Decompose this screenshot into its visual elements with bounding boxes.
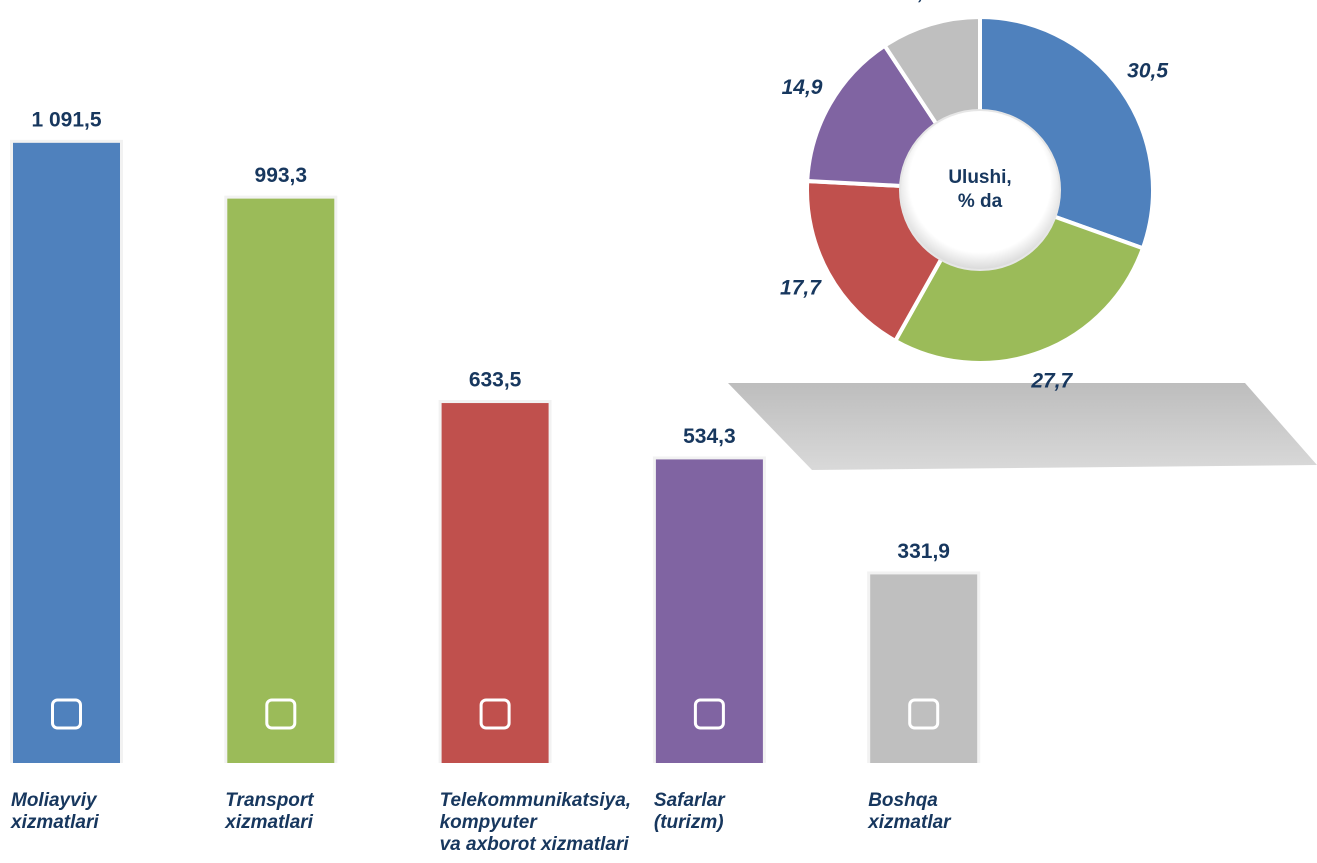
category-label: Boshqa xizmatlar bbox=[868, 790, 951, 833]
pie-hole bbox=[899, 109, 1061, 271]
category-label: Moliayviy xizmatlari bbox=[11, 790, 99, 833]
icon bbox=[265, 698, 297, 730]
value-label: 993,3 bbox=[255, 164, 308, 187]
bar bbox=[227, 198, 335, 763]
bar bbox=[870, 574, 978, 763]
pie-value-label: 17,7 bbox=[780, 276, 822, 299]
icon bbox=[479, 698, 511, 730]
pie-value-label: 14,9 bbox=[782, 76, 823, 99]
category-label: Safarlar (turizm) bbox=[653, 790, 725, 833]
category-label: Telekommunikatsiya, kompyuter va axborot… bbox=[439, 790, 632, 855]
pie-value-label: 30,5 bbox=[1127, 60, 1168, 83]
value-label: 534,3 bbox=[683, 425, 736, 448]
pie-value-label: 27,7 bbox=[1030, 370, 1073, 393]
pie-title: Ulushi, % da bbox=[948, 167, 1012, 212]
pie-value-label: 9,3 bbox=[906, 0, 936, 4]
icon bbox=[693, 698, 725, 730]
value-label: 1 091,5 bbox=[31, 108, 101, 131]
pie-shadow bbox=[728, 383, 1317, 470]
bar bbox=[655, 459, 763, 763]
value-label: 331,9 bbox=[897, 540, 950, 563]
icon bbox=[908, 698, 940, 730]
bar bbox=[13, 142, 120, 764]
value-label: 633,5 bbox=[469, 369, 522, 392]
icon bbox=[51, 698, 82, 730]
category-label: Transport xizmatlari bbox=[225, 790, 314, 833]
bar bbox=[441, 403, 549, 763]
